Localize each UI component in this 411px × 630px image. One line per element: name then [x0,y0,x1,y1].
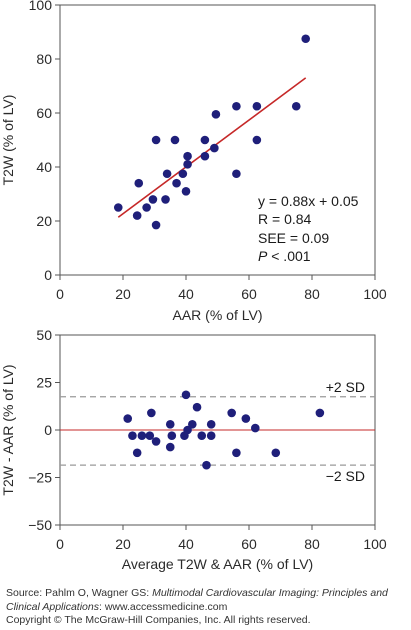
data-point [132,211,142,220]
data-point [134,178,144,188]
data-point [145,431,155,441]
data-point [183,151,192,161]
y-tick-label: 60 [36,105,52,121]
data-point [178,169,188,179]
data-point [172,178,181,188]
top-y-axis-label: T2W (% of LV) [0,95,16,186]
sd-limit-label: +2 SD [326,379,365,395]
data-point [232,101,241,111]
source-citation: Source: Pahlm O, Wagner GS: Multimodal C… [6,587,388,613]
data-point [200,135,210,145]
r-annotation: R = 0.84 [258,211,312,227]
data-point [161,195,170,204]
x-tick-label: 100 [363,536,387,552]
data-point [123,414,133,423]
data-point [151,135,161,145]
data-point [301,34,311,44]
data-point [200,151,210,161]
data-point [252,135,262,145]
x-tick-label: 20 [115,536,131,552]
data-point [197,431,207,441]
data-point [167,431,177,441]
data-point [315,408,325,418]
top-x-axis-label: AAR (% of LV) [173,307,263,323]
source-book-title: Multimodal Cardiovascular Imaging: Princ… [6,587,388,613]
data-point [128,431,137,441]
data-point [132,448,142,458]
data-point [241,414,251,423]
data-point [210,143,219,153]
x-tick-label: 40 [178,286,194,302]
see-annotation: SEE = 0.09 [258,230,329,246]
y-tick-label: 80 [36,51,52,67]
data-point [251,423,260,433]
data-point [183,425,192,435]
data-point [165,442,175,452]
p-value-annotation: P < .001 [258,248,311,264]
x-tick-label: 0 [56,536,64,552]
x-tick-label: 60 [241,286,257,302]
data-point [206,420,216,429]
x-tick-label: 80 [304,286,320,302]
data-point [188,420,197,429]
bottom-x-axis-label: Average T2W & AAR (% of LV) [122,556,313,572]
y-tick-label: 20 [36,213,52,229]
equation-annotation: y = 0.88x + 0.05 [258,193,359,209]
x-tick-label: 100 [363,286,387,302]
data-point [137,431,147,441]
data-point [113,203,123,212]
x-tick-label: 20 [115,286,131,302]
y-tick-label: −25 [28,470,52,486]
bland-altman-panel: +2 SD −2 SD 0 20 40 60 80 100 −50 −25 0 25 50 Aver… [0,327,387,572]
data-point [291,101,301,111]
data-point [271,448,281,458]
data-point [232,448,241,458]
sd-limit-label: −2 SD [326,468,365,484]
data-point [206,431,216,441]
data-point [202,460,211,470]
x-tick-label: 80 [304,536,320,552]
data-point [211,110,221,119]
data-point [232,169,241,179]
y-tick-label: −50 [28,517,52,533]
data-point [147,408,156,418]
data-point [181,187,191,196]
bottom-y-axis-label: T2W - AAR (% of LV) [0,364,16,495]
data-point [181,390,191,400]
copyright-notice: Copyright © The McGraw-Hill Companies, I… [6,614,311,626]
data-point [192,402,202,412]
y-tick-label: 0 [44,267,52,283]
x-tick-label: 60 [241,536,257,552]
data-point [151,220,161,230]
data-point [142,203,151,212]
x-tick-label: 40 [178,536,194,552]
y-tick-label: 40 [36,159,52,175]
y-tick-label: 50 [36,327,52,343]
x-tick-label: 0 [56,286,64,302]
data-point [162,169,172,179]
top-plot-frame [59,4,376,276]
data-point [148,195,158,204]
y-tick-label: 100 [29,0,53,13]
data-point [151,437,161,446]
data-point [227,408,236,418]
data-point [183,160,192,169]
data-point [165,420,175,429]
data-point [252,101,262,111]
y-tick-label: 0 [44,422,52,438]
data-point [170,135,180,145]
y-tick-label: 25 [36,375,52,391]
